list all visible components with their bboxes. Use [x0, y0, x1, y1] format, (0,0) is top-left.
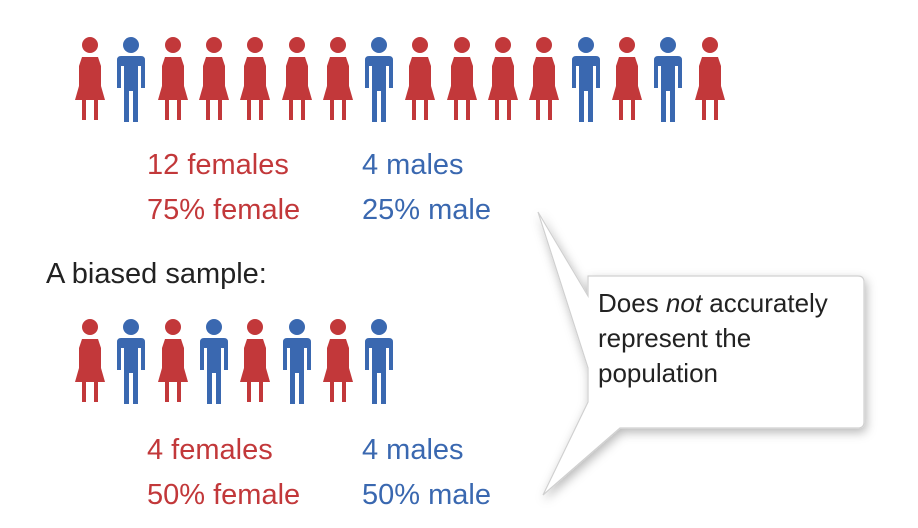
population-female-icon	[197, 36, 231, 136]
population-male-icon	[362, 36, 396, 136]
callout-text-emphasis: not	[665, 288, 703, 318]
population-female-count: 12 females	[147, 149, 289, 181]
population-female-icon	[486, 36, 520, 136]
sample-male-icon	[280, 318, 314, 418]
population-female-icon	[610, 36, 644, 136]
population-female-percent: 75% female	[147, 194, 301, 226]
population-female-icon	[445, 36, 479, 136]
sample-figures	[0, 318, 500, 418]
population-female-icon	[280, 36, 314, 136]
sample-female-percent: 50% female	[147, 479, 301, 511]
sample-female-icon	[238, 318, 272, 418]
population-female-icon	[238, 36, 272, 136]
callout-text: Does not accurately represent the popula…	[598, 286, 848, 391]
sample-male-icon	[114, 318, 148, 418]
population-female-icon	[321, 36, 355, 136]
population-male-percent: 25% male	[362, 194, 491, 226]
population-female-icon	[403, 36, 437, 136]
sample-female-icon	[73, 318, 107, 418]
callout-text-after: accurately represent the population	[598, 288, 828, 388]
population-female-icon	[156, 36, 190, 136]
sample-male-icon	[197, 318, 231, 418]
population-male-icon	[569, 36, 603, 136]
population-female-icon	[527, 36, 561, 136]
sample-female-icon	[156, 318, 190, 418]
sample-female-icon	[321, 318, 355, 418]
population-male-icon	[114, 36, 148, 136]
sample-female-count: 4 females	[147, 434, 273, 466]
sample-male-count: 4 males	[362, 434, 464, 466]
population-male-icon	[651, 36, 685, 136]
population-female-icon	[693, 36, 727, 136]
sample-male-icon	[362, 318, 396, 418]
callout-text-before: Does	[598, 288, 666, 318]
population-female-icon	[73, 36, 107, 136]
population-figures	[0, 36, 918, 136]
population-male-count: 4 males	[362, 149, 464, 181]
sample-male-percent: 50% male	[362, 479, 491, 511]
sample-heading: A biased sample:	[46, 258, 267, 290]
